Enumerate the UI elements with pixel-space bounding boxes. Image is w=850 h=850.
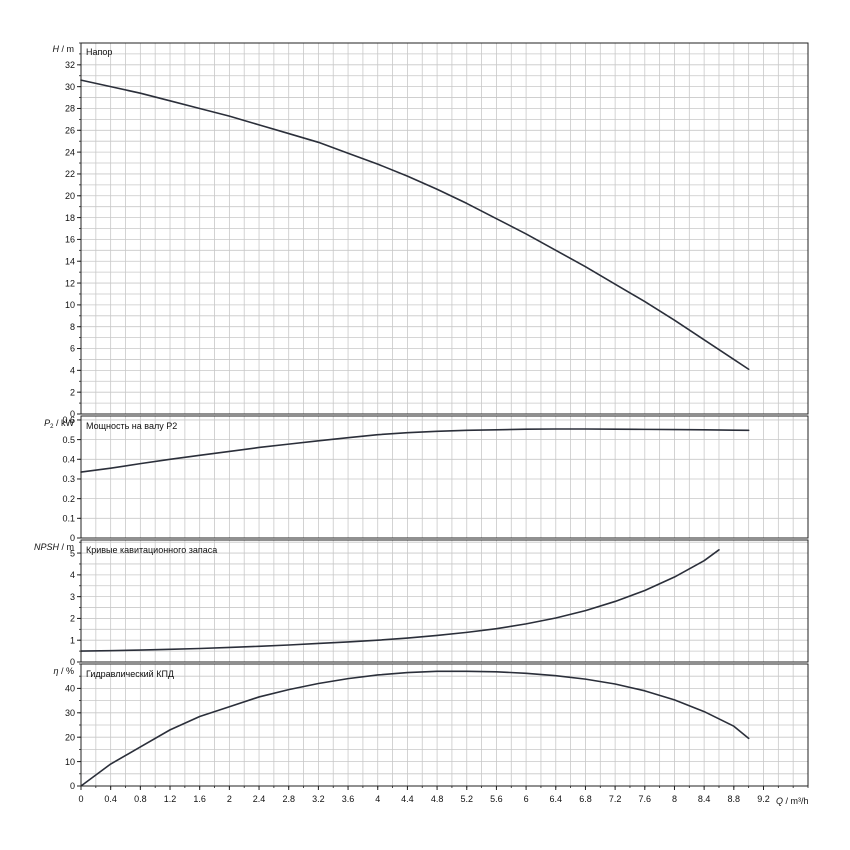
xtick-label: 7.6 [639,794,652,804]
xtick-label: 4.8 [431,794,444,804]
power-ytick-label: 0.2 [62,494,75,504]
efficiency-ytick-label: 30 [65,708,75,718]
npsh-panel-title: Кривые кавитационного запаса [86,545,217,555]
power-panel-frame [80,415,809,539]
xtick-label: 4 [375,794,380,804]
xtick-label: 0.8 [134,794,147,804]
tick-layer: 0246810121416182022242628303200.10.20.30… [62,42,809,804]
head-ytick-label: 14 [65,256,75,266]
power-ytick-label: 0 [70,533,75,543]
power-ytick-label: 0.3 [62,474,75,484]
efficiency-ytick-label: 0 [70,781,75,791]
xtick-label: 0 [78,794,83,804]
head-ytick-label: 24 [65,147,75,157]
npsh-ytick-label: 4 [70,570,75,580]
xtick-label: 1.6 [193,794,206,804]
xtick-label: 3.2 [312,794,325,804]
head-ytick-label: 30 [65,82,75,92]
xtick-label: 3.6 [342,794,355,804]
efficiency-ytick-label: 10 [65,757,75,767]
npsh-ytick-label: 2 [70,614,75,624]
xtick-label: 0.4 [104,794,117,804]
npsh-ytick-label: 3 [70,592,75,602]
power-curve [80,428,750,473]
xtick-label: 2.8 [282,794,295,804]
xtick-label: 8.4 [698,794,711,804]
xtick-label: 6.8 [579,794,592,804]
frame-layer [80,42,809,787]
efficiency-ytick-label: 20 [65,732,75,742]
efficiency-panel-title: Гидравлический КПД [86,669,174,679]
xtick-label: 5.6 [490,794,503,804]
power-panel-title: Мощность на валу P2 [86,421,177,431]
head-ytick-label: 0 [70,409,75,419]
head-ytick-label: 8 [70,322,75,332]
npsh-ytick-label: 1 [70,635,75,645]
head-curve [80,79,750,371]
head-ytick-label: 10 [65,300,75,310]
power-ytick-label: 0.4 [62,454,75,464]
npsh-curve [80,549,720,652]
curve-layer [80,79,750,787]
grid-layer [81,43,808,786]
xtick-label: 6.4 [550,794,563,804]
flow-axis-label: Q / m³/h [776,796,809,806]
xtick-label: 6 [524,794,529,804]
xtick-label: 5.2 [460,794,473,804]
power-axis-label: P2 / kW [44,418,74,430]
npsh-panel-frame [80,539,809,663]
xtick-label: 8 [672,794,677,804]
xtick-label: 9.2 [757,794,770,804]
xtick-label: 8.8 [728,794,741,804]
xtick-label: 2.4 [253,794,266,804]
head-ytick-label: 26 [65,125,75,135]
power-ytick-label: 0.1 [62,514,75,524]
head-panel-title: Напор [86,47,112,57]
npsh-ytick-label: 5 [70,548,75,558]
head-ytick-label: 4 [70,366,75,376]
power-ytick-label: 0.5 [62,435,75,445]
efficiency-ytick-label: 40 [65,684,75,694]
xtick-label: 7.2 [609,794,622,804]
head-ytick-label: 12 [65,278,75,288]
head-ytick-label: 18 [65,213,75,223]
head-ytick-label: 6 [70,344,75,354]
head-ytick-label: 28 [65,104,75,114]
efficiency-axis-label: η / % [53,666,74,676]
xtick-label: 1.2 [164,794,177,804]
head-ytick-label: 2 [70,387,75,397]
power-ytick-label: 0.6 [62,415,75,425]
head-ytick-label: 22 [65,169,75,179]
head-axis-label: H / m [53,44,75,54]
text-layer: Напор H / m Мощность на валу P2 P2 / kW … [34,44,809,806]
npsh-ytick-label: 0 [70,657,75,667]
head-ytick-label: 16 [65,235,75,245]
xtick-label: 4.4 [401,794,414,804]
efficiency-curve [80,670,750,787]
head-ytick-label: 20 [65,191,75,201]
head-ytick-label: 32 [65,60,75,70]
xtick-label: 2 [227,794,232,804]
npsh-axis-label: NPSH / m [34,542,74,552]
